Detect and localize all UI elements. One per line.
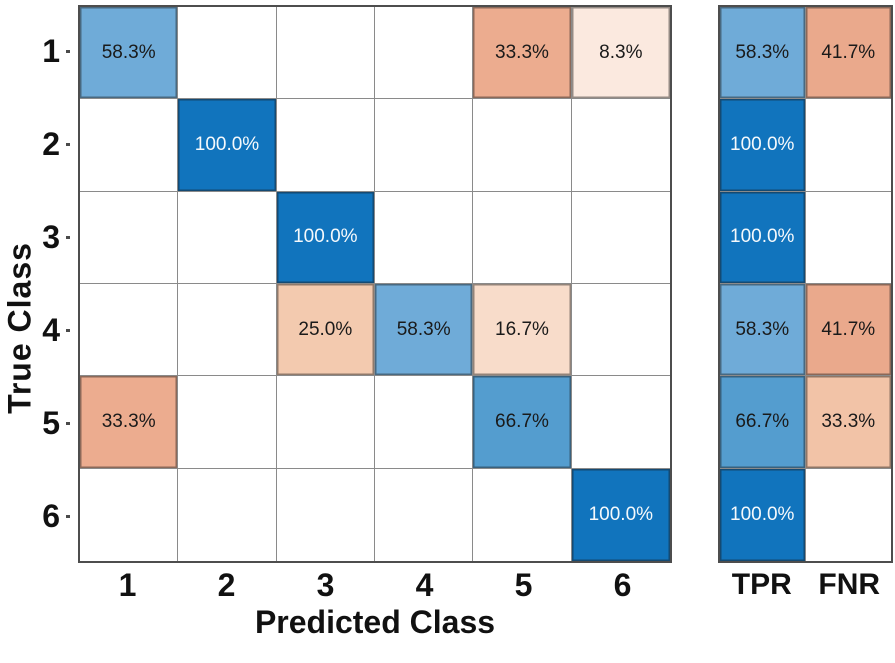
row-summary-grid: 58.3% 41.7% 100.0% 100.0% 58.3% 41.7% 66.7% 33.… xyxy=(718,5,893,563)
matrix-cell-r4c5: 16.7% xyxy=(473,284,572,377)
matrix-cell-r4c6-empty xyxy=(571,284,670,377)
matrix-cell-r5c4-empty xyxy=(375,376,474,469)
matrix-cell-r4c2-empty xyxy=(178,284,277,377)
y-tick-label-6: 6 xyxy=(0,470,78,563)
y-tick-label-1: 1 xyxy=(0,5,78,98)
summary-cell-r3c1: 100.0% xyxy=(720,191,806,284)
matrix-cell-r1c1: 58.3% xyxy=(80,7,179,100)
summary-cell-r5c1: 66.7% xyxy=(720,376,806,469)
y-tick-label-5: 5 xyxy=(0,377,78,470)
y-tick-mark xyxy=(66,50,70,53)
summary-column-labels: TPR FNR xyxy=(718,566,893,604)
matrix-cell-r5c6-empty xyxy=(571,376,670,469)
matrix-cell-r3c6-empty xyxy=(571,191,670,284)
summary-cell-r1c2: 41.7% xyxy=(805,7,891,100)
matrix-cell-r5c3-empty xyxy=(276,376,375,469)
matrix-cell-r3c4-empty xyxy=(375,191,474,284)
matrix-cell-r4c4: 58.3% xyxy=(375,284,474,377)
matrix-cell-r6c3-empty xyxy=(276,468,375,561)
summary-cell-r6c1: 100.0% xyxy=(720,468,806,561)
y-tick-mark xyxy=(66,143,70,146)
matrix-cell-r6c2-empty xyxy=(178,468,277,561)
matrix-cell-r5c1: 33.3% xyxy=(80,376,179,469)
matrix-cell-r1c4-empty xyxy=(375,7,474,100)
summary-cell-r1c1: 58.3% xyxy=(720,7,806,100)
x-tick-label-2: 2 xyxy=(217,566,236,603)
matrix-cell-r1c3-empty xyxy=(276,7,375,100)
matrix-cell-r2c3-empty xyxy=(276,99,375,192)
summary-cell-r4c1: 58.3% xyxy=(720,284,806,377)
matrix-cell-r2c5-empty xyxy=(473,99,572,192)
y-tick-label-3: 3 xyxy=(0,191,78,284)
x-axis-tick-labels: 1 2 3 4 5 6 xyxy=(78,566,672,604)
x-tick-label-1: 1 xyxy=(118,566,137,603)
summary-column-label-fnr: FNR xyxy=(818,568,881,601)
summary-cell-r2c1: 100.0% xyxy=(720,99,806,192)
matrix-cell-r2c1-empty xyxy=(80,99,179,192)
y-tick-mark xyxy=(66,236,70,239)
x-tick-label-3: 3 xyxy=(316,566,335,603)
matrix-cell-r3c1-empty xyxy=(80,191,179,284)
y-tick-label-2: 2 xyxy=(0,98,78,191)
matrix-cell-r3c5-empty xyxy=(473,191,572,284)
summary-column-label-tpr: TPR xyxy=(731,568,792,601)
matrix-cell-r2c4-empty xyxy=(375,99,474,192)
matrix-cell-r5c2-empty xyxy=(178,376,277,469)
x-tick-label-6: 6 xyxy=(613,566,632,603)
matrix-cell-r6c5-empty xyxy=(473,468,572,561)
matrix-cell-r3c2-empty xyxy=(178,191,277,284)
y-tick-mark xyxy=(66,329,70,332)
confusion-matrix-grid: 58.3% 33.3% 8.3% 100.0% 100.0% 25.0% 58.3% 16.7… xyxy=(78,5,672,563)
summary-cell-r5c2: 33.3% xyxy=(805,376,891,469)
matrix-cell-r6c6: 100.0% xyxy=(571,468,670,561)
x-axis-title: Predicted Class xyxy=(254,604,496,640)
matrix-cell-r4c3: 25.0% xyxy=(276,284,375,377)
matrix-cell-r6c1-empty xyxy=(80,468,179,561)
matrix-cell-r3c3: 100.0% xyxy=(276,191,375,284)
matrix-cell-r5c5: 66.7% xyxy=(473,376,572,469)
summary-cell-r6c2-empty xyxy=(805,468,891,561)
matrix-cell-r1c5: 33.3% xyxy=(473,7,572,100)
summary-cell-r4c2: 41.7% xyxy=(805,284,891,377)
matrix-cell-r4c1-empty xyxy=(80,284,179,377)
matrix-cell-r6c4-empty xyxy=(375,468,474,561)
y-tick-mark xyxy=(66,422,70,425)
matrix-cell-r2c6-empty xyxy=(571,99,670,192)
y-tick-label-4: 4 xyxy=(0,284,78,377)
x-tick-label-5: 5 xyxy=(514,566,533,603)
matrix-cell-r1c6: 8.3% xyxy=(571,7,670,100)
y-tick-mark xyxy=(66,515,70,518)
matrix-cell-r1c2-empty xyxy=(178,7,277,100)
x-tick-label-4: 4 xyxy=(415,566,434,603)
summary-cell-r3c2-empty xyxy=(805,191,891,284)
summary-cell-r2c2-empty xyxy=(805,99,891,192)
matrix-cell-r2c2: 100.0% xyxy=(178,99,277,192)
